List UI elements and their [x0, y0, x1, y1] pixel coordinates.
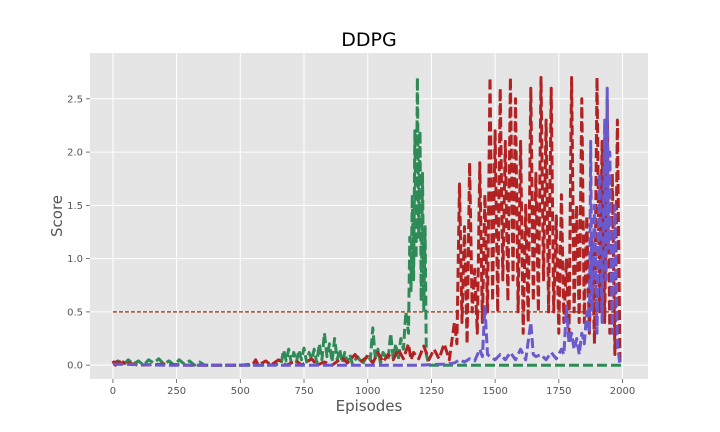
x-tick-label: 1750 [546, 386, 571, 397]
y-tick-label: 1.0 [67, 254, 83, 265]
chart-title: DDPG [341, 29, 396, 51]
y-tick-label: 2.5 [67, 94, 83, 105]
x-axis-label: Episodes [336, 397, 403, 415]
series-line-3 [112, 86, 622, 367]
x-tick-label: 1250 [419, 386, 444, 397]
y-tick-label: 1.5 [67, 201, 83, 212]
series-line-1 [112, 76, 623, 367]
y-tick-label: 0.0 [67, 361, 83, 372]
x-tick-label: 0 [110, 386, 116, 397]
y-axis-label: Score [48, 195, 66, 237]
series-line-2 [111, 76, 622, 367]
y-tick-label: 0.5 [67, 307, 83, 318]
series-group [111, 76, 623, 367]
y-tick-label: 2.0 [67, 148, 83, 159]
y-axis-ticks: 0.0 0.5 1.0 1.5 2.0 2.5 [67, 94, 90, 372]
x-tick-label: 750 [294, 386, 313, 397]
x-tick-label: 250 [167, 386, 186, 397]
x-axis-ticks: 0 250 500 750 1000 1250 1500 1750 2000 [110, 379, 635, 397]
x-tick-label: 1000 [355, 386, 380, 397]
x-tick-label: 1500 [482, 386, 507, 397]
x-tick-label: 2000 [610, 386, 635, 397]
x-tick-label: 500 [231, 386, 250, 397]
